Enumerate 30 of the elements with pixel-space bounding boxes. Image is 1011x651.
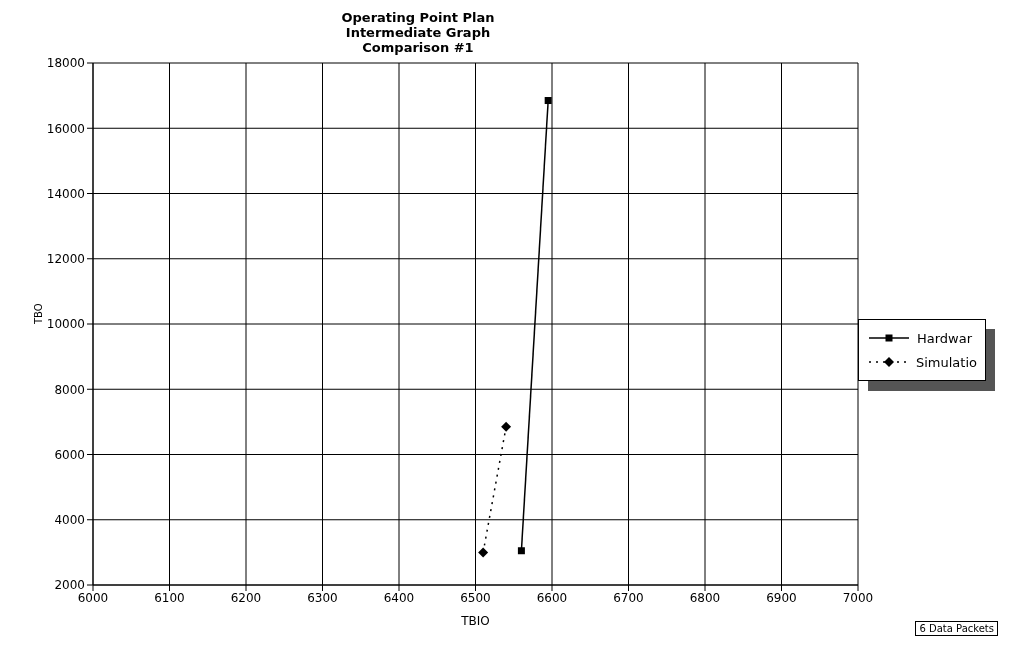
text: 6 Data Packets <box>915 621 998 636</box>
y-tick-label: 10000 <box>46 317 85 332</box>
x-tick-label: 6400 <box>383 590 415 605</box>
legend-label: Hardwar <box>917 330 973 346</box>
y-tick-label: 6000 <box>54 447 85 462</box>
x-tick-label: 6800 <box>689 590 721 605</box>
y-tick-label: 16000 <box>46 121 85 136</box>
x-tick-label: 6600 <box>536 590 568 605</box>
x-tick-label: 6700 <box>613 590 644 605</box>
x-tick-label: 6200 <box>230 590 262 605</box>
y-tick-label: 8000 <box>54 382 85 397</box>
legend-label: Simulatio <box>915 354 977 370</box>
x-tick-label: 6100 <box>154 590 185 605</box>
point <box>544 97 552 105</box>
point <box>501 421 512 432</box>
chart-title: Operating Point Plan Intermediate Graph Comparison #1 <box>340 9 496 55</box>
x-tick-label: 6900 <box>766 590 797 605</box>
x-axis-title: TBIO <box>460 614 490 628</box>
y-axis-title: TBO <box>32 303 44 325</box>
y-tick-label: 4000 <box>54 513 85 528</box>
y-tick-label: 2000 <box>54 578 85 593</box>
y-tick-label: 14000 <box>46 186 85 201</box>
point <box>478 547 489 558</box>
y-tick-label: 12000 <box>46 252 85 267</box>
point <box>517 547 525 555</box>
x-tick-label: 6300 <box>307 590 338 605</box>
y-tick-label: 18000 <box>46 56 85 71</box>
x-tick-label: 6000 <box>77 590 109 605</box>
x-tick-label: 7000 <box>842 590 874 605</box>
x-tick-label: 6500 <box>460 590 491 605</box>
